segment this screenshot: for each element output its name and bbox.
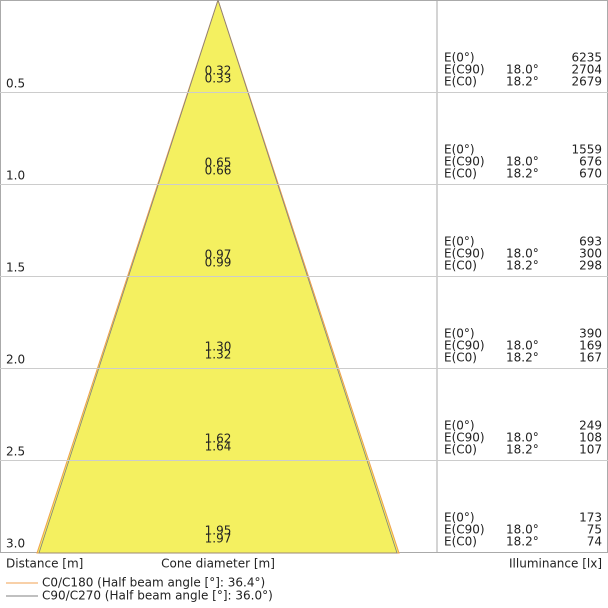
- cone-diameter: 1.97: [205, 532, 232, 546]
- illuminance-angle: 18.2°: [506, 535, 539, 549]
- illuminance-label: E(C90): [444, 155, 485, 169]
- illuminance-label: E(0°): [444, 511, 475, 525]
- cone-diameter: 1.62: [205, 432, 232, 446]
- illuminance-angle: 18.0°: [506, 523, 539, 537]
- illuminance-value: 167: [579, 351, 602, 365]
- illuminance-angle: 18.2°: [506, 351, 539, 365]
- illuminance-label: E(0°): [444, 419, 475, 433]
- illuminance-angle: 18.0°: [506, 247, 539, 261]
- cone-diameter: 1.95: [205, 524, 232, 538]
- illuminance-value: 107: [579, 443, 602, 457]
- illuminance-value: 298: [579, 259, 602, 273]
- illuminance-label: E(C90): [444, 63, 485, 77]
- illuminance-label: E(C90): [444, 247, 485, 261]
- illuminance-angle: 18.0°: [506, 155, 539, 169]
- illuminance-angle: 18.2°: [506, 75, 539, 89]
- illuminance-label: E(C90): [444, 431, 485, 445]
- cone-diameter: 0.33: [205, 72, 232, 86]
- illuminance-value: 108: [579, 431, 602, 445]
- illuminance-value: 6235: [571, 51, 602, 65]
- illuminance-value: 670: [579, 167, 602, 181]
- distance: 2.0: [6, 353, 25, 367]
- illuminance-value: 75: [587, 523, 602, 537]
- legend-entry: C0/C180 (Half beam angle [°]: 36.4°): [42, 576, 265, 590]
- illuminance-label: E(0°): [444, 235, 475, 249]
- illuminance-value: 74: [587, 535, 602, 549]
- illuminance-label: E(C0): [444, 167, 477, 181]
- cone-diameter: 0.97: [205, 248, 232, 262]
- illuminance-value: 693: [579, 235, 602, 249]
- legend-entry: C90/C270 (Half beam angle [°]: 36.0°): [42, 589, 273, 603]
- illuminance-label: E(C0): [444, 259, 477, 273]
- illuminance-value: 1559: [571, 143, 602, 157]
- distance: 0.5: [6, 77, 25, 91]
- illuminance-angle: 18.0°: [506, 431, 539, 445]
- illuminance-value: 390: [579, 327, 602, 341]
- illuminance-label: E(C90): [444, 339, 485, 353]
- cone-diameter: 0.32: [205, 64, 232, 78]
- illuminance-label: E(C0): [444, 351, 477, 365]
- illuminance-label: E(C0): [444, 535, 477, 549]
- illuminance-value: 2679: [571, 75, 602, 89]
- illuminance-value: 249: [579, 419, 602, 433]
- illuminance-axis-label: Illuminance [lx]: [509, 557, 602, 571]
- diameter-label: Cone diameter [m]: [161, 557, 275, 571]
- cone-diameter: 0.99: [205, 256, 232, 270]
- illuminance-label: E(0°): [444, 143, 475, 157]
- illuminance-angle: 18.0°: [506, 63, 539, 77]
- distance: 1.5: [6, 261, 25, 275]
- illuminance-angle: 18.2°: [506, 259, 539, 273]
- cone-diameter: 0.65: [205, 156, 232, 170]
- illuminance-angle: 18.2°: [506, 443, 539, 457]
- distance: 1.0: [6, 169, 25, 183]
- cone-diameter: 1.64: [205, 440, 232, 454]
- illuminance-label: E(C0): [444, 443, 477, 457]
- cone-diameter: 1.32: [205, 348, 232, 362]
- illuminance-value: 2704: [571, 63, 602, 77]
- illuminance-label: E(C0): [444, 75, 477, 89]
- illuminance-value: 300: [579, 247, 602, 261]
- illuminance-label: E(C90): [444, 523, 485, 537]
- illuminance-value: 169: [579, 339, 602, 353]
- illuminance-value: 676: [579, 155, 602, 169]
- illuminance-value: 173: [579, 511, 602, 525]
- cone-diameter: 0.66: [205, 164, 232, 178]
- illuminance-label: E(0°): [444, 51, 475, 65]
- illuminance-angle: 18.2°: [506, 167, 539, 181]
- distance-label: Distance [m]: [6, 557, 83, 571]
- distance: 3.0: [6, 537, 25, 551]
- distance: 2.5: [6, 445, 25, 459]
- illuminance-label: E(0°): [444, 327, 475, 341]
- illuminance-angle: 18.0°: [506, 339, 539, 353]
- cone-diameter: 1.30: [205, 340, 232, 354]
